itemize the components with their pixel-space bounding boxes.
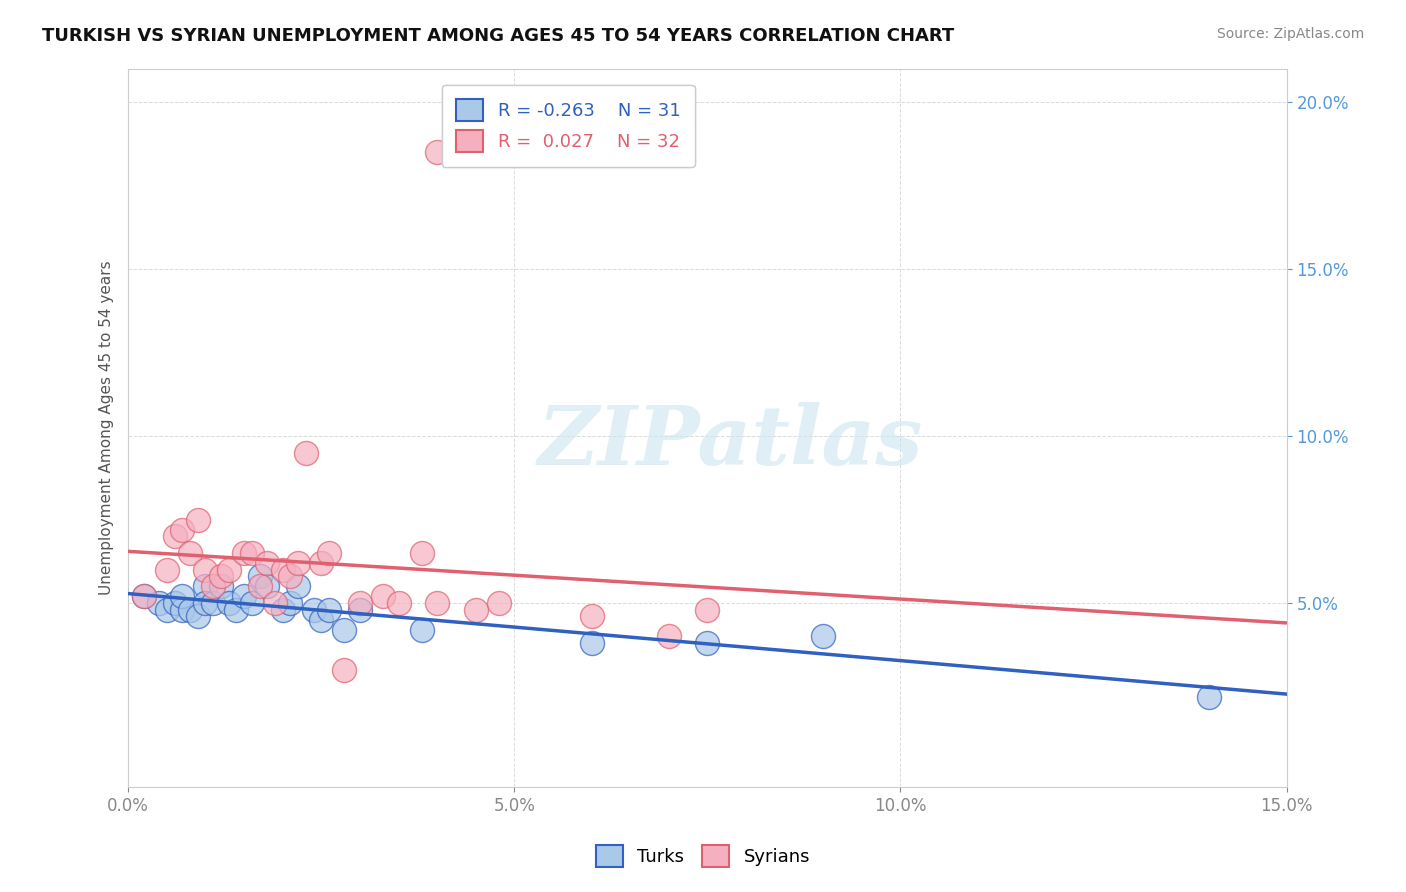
Point	[280, 596, 302, 610]
Point	[156, 603, 179, 617]
Point	[287, 556, 309, 570]
Point	[209, 569, 232, 583]
Point	[172, 523, 194, 537]
Point	[240, 546, 263, 560]
Point	[187, 512, 209, 526]
Point	[148, 596, 170, 610]
Point	[132, 590, 155, 604]
Point	[581, 609, 603, 624]
Point	[311, 613, 333, 627]
Point	[426, 596, 449, 610]
Point	[218, 563, 240, 577]
Point	[156, 563, 179, 577]
Point	[218, 596, 240, 610]
Point	[349, 603, 371, 617]
Point	[371, 590, 394, 604]
Point	[187, 609, 209, 624]
Point	[256, 556, 278, 570]
Point	[658, 630, 681, 644]
Point	[426, 145, 449, 159]
Point	[202, 596, 225, 610]
Point	[488, 596, 510, 610]
Point	[194, 563, 217, 577]
Point	[311, 556, 333, 570]
Point	[179, 546, 201, 560]
Point	[411, 623, 433, 637]
Point	[333, 663, 356, 677]
Point	[411, 546, 433, 560]
Legend: Turks, Syrians: Turks, Syrians	[589, 838, 817, 874]
Point	[132, 590, 155, 604]
Point	[813, 630, 835, 644]
Point	[271, 563, 294, 577]
Point	[280, 569, 302, 583]
Point	[233, 590, 256, 604]
Point	[194, 596, 217, 610]
Point	[225, 603, 247, 617]
Point	[172, 603, 194, 617]
Point	[233, 546, 256, 560]
Point	[1198, 690, 1220, 704]
Point	[287, 579, 309, 593]
Point	[163, 596, 186, 610]
Text: ZIPatlas: ZIPatlas	[538, 402, 924, 482]
Point	[295, 446, 318, 460]
Y-axis label: Unemployment Among Ages 45 to 54 years: Unemployment Among Ages 45 to 54 years	[100, 260, 114, 595]
Point	[387, 596, 409, 610]
Point	[464, 603, 486, 617]
Point	[318, 603, 340, 617]
Point	[209, 579, 232, 593]
Point	[240, 596, 263, 610]
Text: TURKISH VS SYRIAN UNEMPLOYMENT AMONG AGES 45 TO 54 YEARS CORRELATION CHART: TURKISH VS SYRIAN UNEMPLOYMENT AMONG AGE…	[42, 27, 955, 45]
Point	[696, 636, 718, 650]
Point	[581, 636, 603, 650]
Point	[256, 579, 278, 593]
Point	[264, 596, 287, 610]
Point	[249, 579, 271, 593]
Point	[302, 603, 325, 617]
Point	[163, 529, 186, 543]
Point	[696, 603, 718, 617]
Point	[333, 623, 356, 637]
Point	[179, 603, 201, 617]
Text: Source: ZipAtlas.com: Source: ZipAtlas.com	[1216, 27, 1364, 41]
Legend: R = -0.263    N = 31, R =  0.027    N = 32: R = -0.263 N = 31, R = 0.027 N = 32	[441, 85, 695, 167]
Point	[202, 579, 225, 593]
Point	[172, 590, 194, 604]
Point	[318, 546, 340, 560]
Point	[349, 596, 371, 610]
Point	[194, 579, 217, 593]
Point	[271, 603, 294, 617]
Point	[249, 569, 271, 583]
